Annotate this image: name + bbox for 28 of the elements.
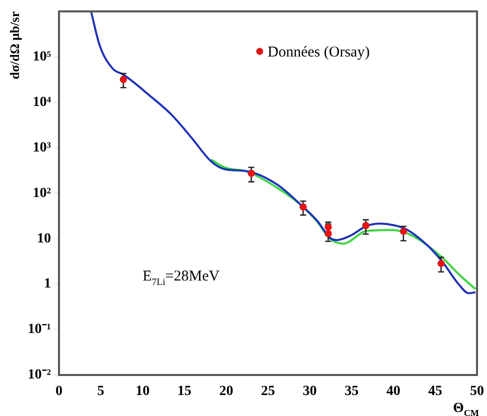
point <box>248 170 255 177</box>
x-tick-label: 40 <box>386 384 400 400</box>
x-tick-label: 25 <box>261 384 275 400</box>
y-tick-label: 10 <box>37 231 51 246</box>
x-tick-label: 45 <box>428 384 442 400</box>
x-tick-label: 30 <box>302 384 317 400</box>
x-tick-label: 10 <box>136 384 150 400</box>
point <box>120 76 127 83</box>
y-axis-title: dσ/dΩ μb/sr <box>7 11 22 80</box>
point <box>324 230 332 237</box>
y-tick-label: 10⁻² <box>28 368 51 383</box>
y-tick-label: 10² <box>32 186 51 201</box>
line-series <box>90 11 476 294</box>
legend-label: Données (Orsay) <box>268 44 370 60</box>
point <box>400 228 407 235</box>
point <box>438 260 445 267</box>
x-tick-label: 15 <box>177 384 192 400</box>
y-tick-label: 10⁻¹ <box>28 322 51 338</box>
x-tick-label: 5 <box>97 384 104 400</box>
y-tick-label: 10⁵ <box>32 49 51 64</box>
y-tick-label: 10⁴ <box>32 94 52 110</box>
x-tick-label: 35 <box>344 384 359 400</box>
y-tick-label: 1 <box>44 276 51 292</box>
x-tick-label: 50 <box>470 384 484 400</box>
x-tick-label: 0 <box>56 384 62 400</box>
point <box>300 203 307 210</box>
y-tick-label: 10³ <box>32 140 51 156</box>
x-tick-label: 20 <box>219 384 234 400</box>
